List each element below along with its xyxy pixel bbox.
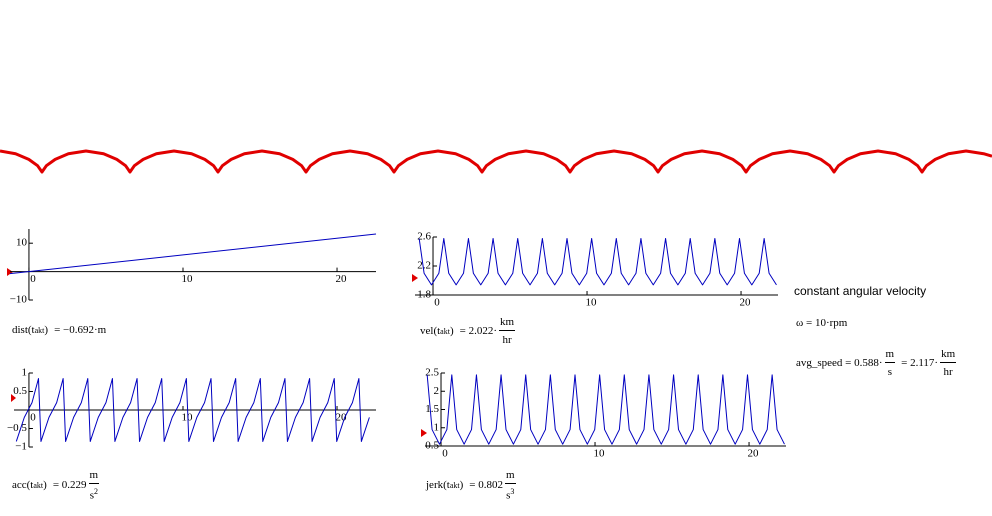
y-tick-label: 2.2	[417, 260, 431, 272]
y-tick-label: 0.5	[13, 385, 27, 397]
avg-head: avg_speed = 0.588·	[796, 357, 883, 369]
x-tick-label: 0	[30, 412, 36, 424]
readout-value: = −0.692·m	[54, 324, 107, 336]
x-tick-label: 20	[740, 297, 752, 309]
readout-sub: akt	[449, 480, 460, 490]
readout-value: = 2.022·	[459, 325, 497, 337]
x-tick-label: 0	[442, 448, 448, 460]
unit-fraction: m s2	[88, 469, 100, 502]
y-tick-label: 10	[16, 237, 28, 249]
unit-fraction: m s3	[505, 469, 516, 502]
unit-denominator: s	[887, 366, 892, 378]
x-tick-label: 10	[586, 297, 598, 309]
data-line	[9, 233, 377, 275]
unit-numerator: m	[505, 469, 516, 484]
unit-denominator: s3	[506, 484, 514, 502]
readout-sub: akt	[440, 326, 450, 336]
readout-head: jerk(t	[426, 479, 450, 492]
readout-tail: )	[43, 479, 47, 492]
readout-head: dist(t	[12, 324, 35, 336]
x-tick-label: 0	[30, 273, 36, 285]
readout-value: = 0.802	[469, 479, 503, 492]
unit-fraction: km hr	[940, 348, 957, 378]
x-tick-label: 20	[336, 412, 348, 424]
readout-sub: akt	[34, 325, 45, 335]
y-tick-label: −0.5	[7, 422, 27, 434]
unit-numerator: km	[940, 348, 957, 363]
readout-value: = 0.229	[52, 479, 87, 492]
unit-numerator: m	[884, 348, 896, 363]
trace-marker	[412, 274, 418, 282]
omega-value: ω = 10·rpm	[796, 317, 848, 329]
data-line	[426, 374, 785, 445]
y-tick-label: 1.5	[425, 403, 439, 415]
unit-denominator: hr	[943, 366, 953, 378]
unit-denominator: s2	[90, 484, 98, 502]
x-tick-label: 10	[181, 412, 193, 424]
readout-head: vel(t	[420, 325, 441, 337]
y-tick-label: 1.8	[417, 289, 431, 301]
readout-sub: akt	[33, 480, 44, 490]
unit-base: s	[89, 489, 94, 502]
readout-tail: )	[459, 479, 464, 492]
dist-readout: dist(t akt) = −0.692·m	[12, 324, 106, 336]
x-tick-label: 10	[594, 448, 606, 460]
y-tick-label: −1	[15, 441, 27, 453]
x-tick-label: 0	[434, 297, 440, 309]
readout-head: acc(t	[12, 479, 34, 492]
y-tick-label: 0.5	[425, 440, 439, 452]
unit-exponent: 3	[510, 487, 515, 496]
notes-heading: constant angular velocity	[794, 284, 927, 298]
data-line	[15, 378, 370, 442]
vel-readout: vel(t akt) = 2.022· km hr	[420, 316, 516, 346]
unit-numerator: m	[88, 469, 100, 484]
x-tick-label: 10	[181, 273, 193, 285]
unit-numerator: km	[499, 316, 516, 331]
y-tick-label: 2	[434, 385, 440, 397]
y-tick-label: 1	[21, 367, 27, 379]
readout-tail: )	[44, 324, 49, 336]
y-tick-label: 2.5	[425, 367, 439, 379]
acc-readout: acc(t akt) = 0.229 m s2	[12, 469, 100, 502]
x-tick-label: 20	[336, 273, 348, 285]
y-tick-label: 2.6	[417, 231, 431, 243]
y-tick-label: 1	[434, 421, 440, 433]
y-tick-label: −10	[10, 294, 28, 306]
data-line	[418, 237, 777, 286]
trace-marker	[421, 429, 427, 437]
unit-exponent: 2	[93, 487, 98, 496]
data-line	[0, 149, 992, 174]
x-tick-label: 20	[748, 448, 760, 460]
unit-base: s	[506, 489, 511, 502]
trace-marker	[11, 394, 16, 402]
avg-mid: = 2.117·	[901, 357, 939, 369]
readout-tail: )	[449, 325, 454, 337]
unit-fraction: km hr	[499, 316, 516, 346]
jerk-readout: jerk(t akt) = 0.802 m s3	[426, 469, 516, 502]
unit-denominator: hr	[502, 334, 512, 346]
